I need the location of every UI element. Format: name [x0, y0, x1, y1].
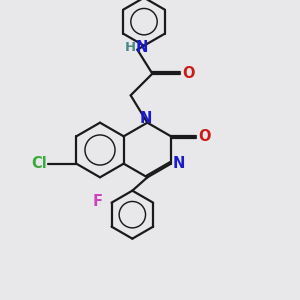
Text: N: N: [135, 40, 148, 55]
Text: N: N: [140, 111, 152, 126]
Text: H: H: [124, 41, 136, 54]
Text: Cl: Cl: [31, 156, 46, 171]
Text: F: F: [93, 194, 103, 208]
Text: O: O: [198, 129, 211, 144]
Text: N: N: [172, 156, 184, 171]
Text: O: O: [182, 66, 194, 81]
